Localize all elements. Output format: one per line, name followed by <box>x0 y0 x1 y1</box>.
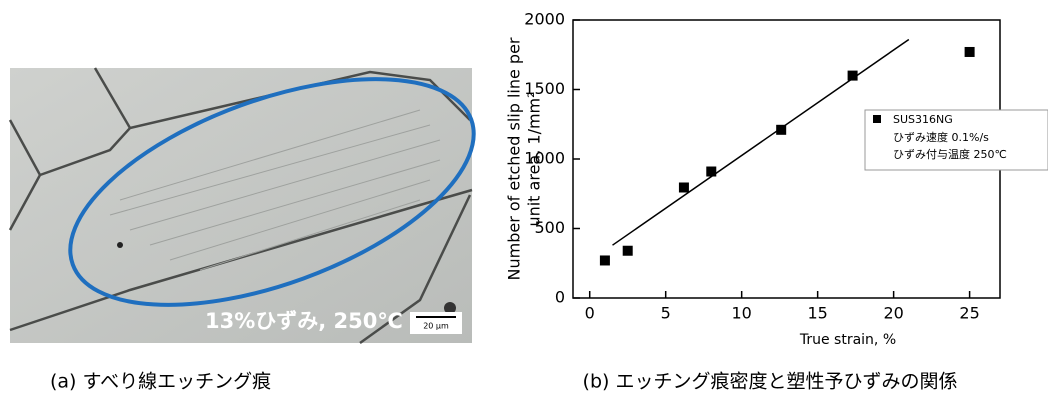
point <box>965 47 975 57</box>
y-tick-label: 0 <box>555 288 565 307</box>
caption: (a) すべり線エッチング痕 <box>50 371 271 393</box>
legend-note: ひずみ付与温度 250℃ <box>893 147 1007 161</box>
micrograph-annotation: 13%ひずみ, 250℃ <box>205 309 403 333</box>
point <box>623 246 633 256</box>
scale-bar-label: 20 μm <box>423 322 449 331</box>
chart: True strain, % Number of etched slip lin… <box>505 20 1048 393</box>
figure: 13%ひずみ, 250℃ 20 μm (a) すべり線エッチング痕 True s… <box>0 0 1048 402</box>
y-tick-label: 1500 <box>524 79 565 98</box>
x-tick-label: 5 <box>661 304 671 323</box>
x-tick-label: 0 <box>585 304 595 323</box>
caption: (b) エッチング痕密度と塑性予ひずみの関係 <box>583 371 958 393</box>
fit-line <box>613 39 909 245</box>
x-tick-label: 25 <box>959 304 979 323</box>
legend-marker <box>873 115 881 123</box>
y-tick-label: 2000 <box>524 10 565 29</box>
micrograph: 13%ひずみ, 250℃ 20 μm (a) すべり線エッチング痕 <box>10 33 503 392</box>
legend-note: ひずみ速度 0.1%/s <box>893 130 989 144</box>
pit <box>117 242 123 248</box>
y-axis-label: Number of etched slip line per <box>505 37 524 280</box>
legend-label: SUS316NG <box>893 113 953 126</box>
point <box>600 255 610 265</box>
x-tick-label: 15 <box>807 304 827 323</box>
point <box>706 167 716 177</box>
y-tick-label: 500 <box>534 218 565 237</box>
point <box>776 125 786 135</box>
x-axis-label: True strain, % <box>799 332 896 348</box>
point <box>679 182 689 192</box>
point <box>848 71 858 81</box>
x-tick-label: 20 <box>883 304 903 323</box>
y-tick-label: 1000 <box>524 149 565 168</box>
x-tick-label: 10 <box>731 304 751 323</box>
